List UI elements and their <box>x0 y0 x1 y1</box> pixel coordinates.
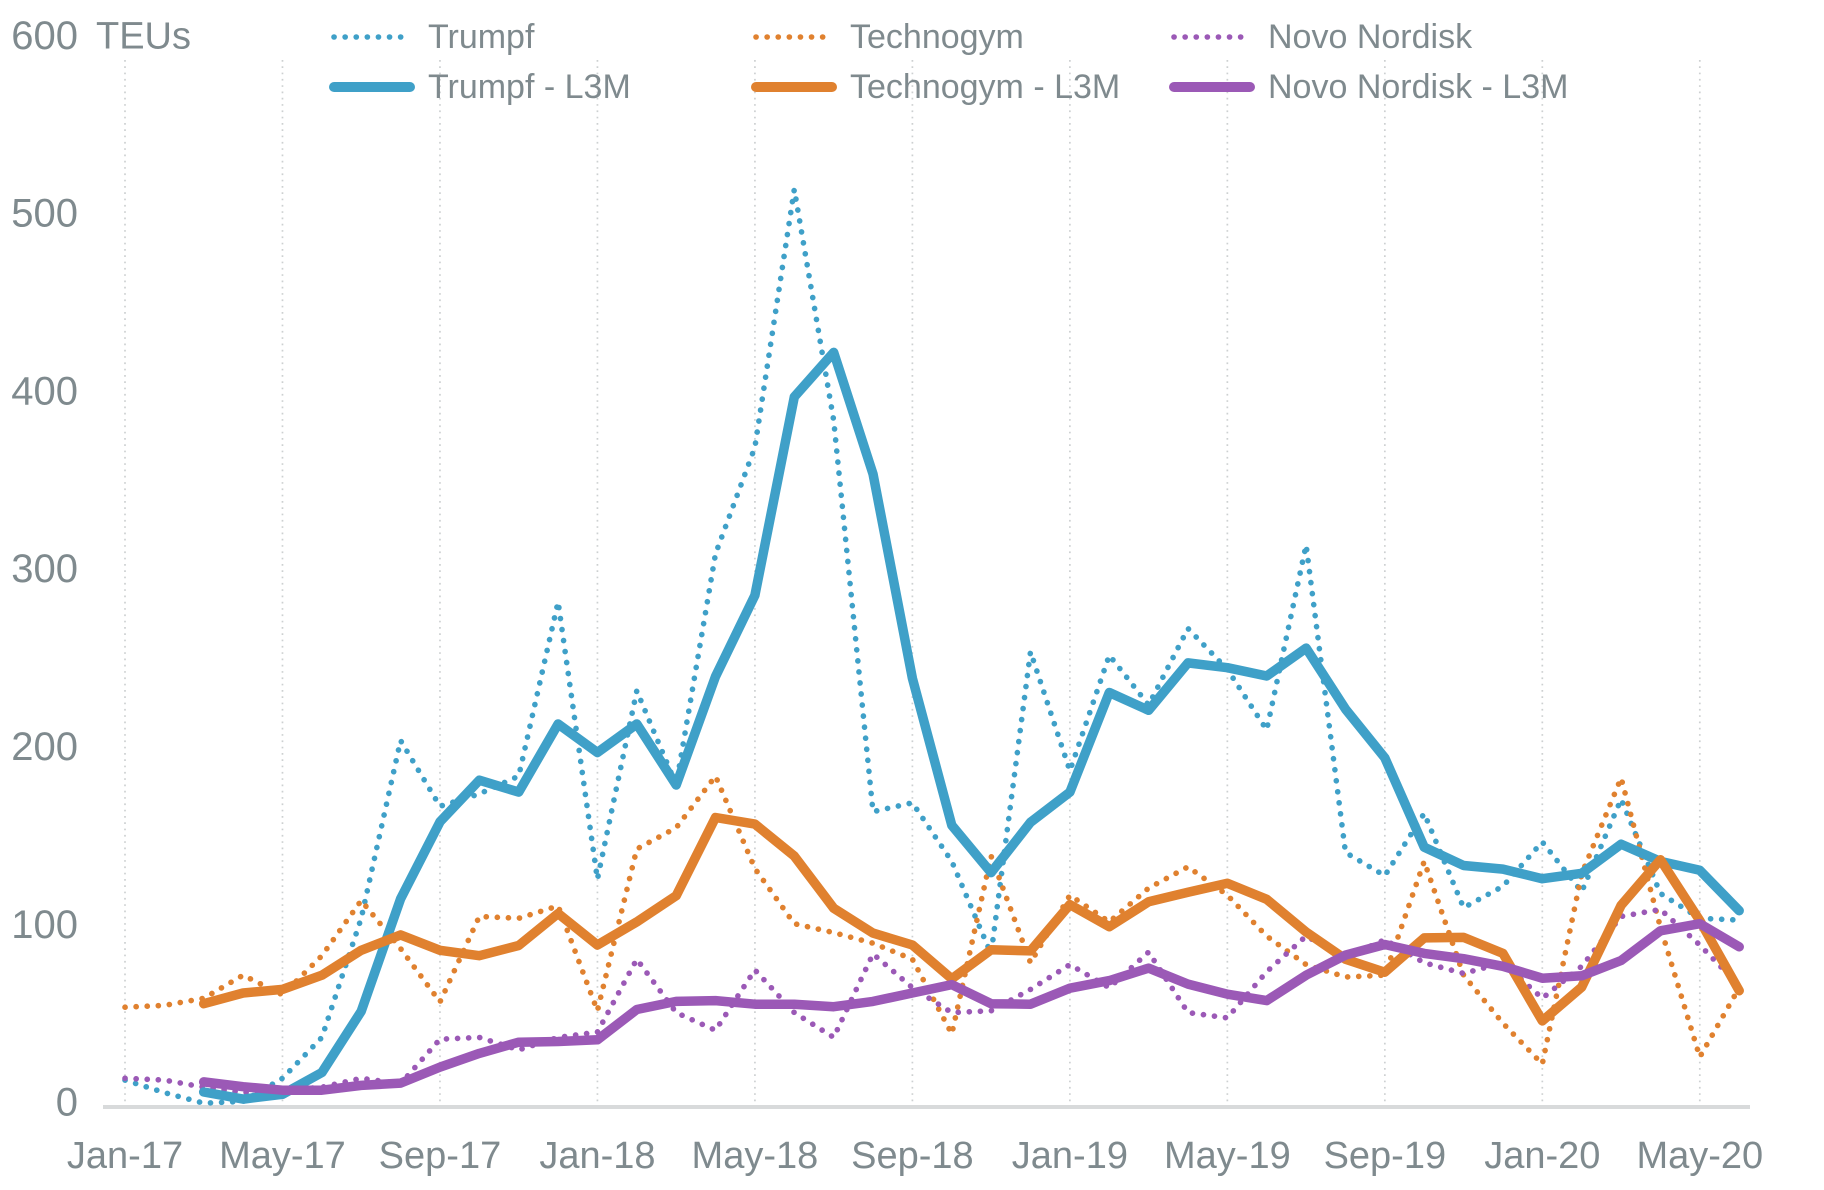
series-line-technogym <box>122 773 1742 1067</box>
x-tick-label-Sep-17: Sep-17 <box>379 1135 502 1177</box>
legend-swatch-technogym-dotted-icon <box>753 34 835 40</box>
series-line-novo-nordisk <box>122 906 1742 1096</box>
legend-label: Trumpf - L3M <box>428 67 631 106</box>
x-tick-label-Jan-19: Jan-19 <box>1012 1135 1128 1177</box>
legend-item-novo-nordisk: Novo Nordisk <box>1168 14 1472 60</box>
x-tick-label-Sep-19: Sep-19 <box>1324 1135 1447 1177</box>
x-tick-label-Sep-18: Sep-18 <box>851 1135 974 1177</box>
y-tick-label-0: 0 <box>56 1081 78 1125</box>
x-tick-label-May-20: May-20 <box>1636 1135 1763 1177</box>
x-tick-label-Jan-17: Jan-17 <box>67 1135 183 1177</box>
series-line-trumpf <box>122 186 1742 1106</box>
legend-label: Technogym - L3M <box>850 67 1121 106</box>
y-tick-label-400: 400 <box>11 369 78 413</box>
y-tick-label-300: 300 <box>11 547 78 591</box>
x-tick-label-May-19: May-19 <box>1164 1135 1291 1177</box>
legend-label: Technogym <box>850 17 1024 56</box>
y-tick-label-200: 200 <box>11 725 78 769</box>
legend-item-novo-nordisk-l3m: Novo Nordisk - L3M <box>1168 64 1568 110</box>
x-tick-label-May-18: May-18 <box>692 1135 819 1177</box>
legend-label: Novo Nordisk <box>1268 17 1473 56</box>
legend-item-technogym: Technogym <box>750 14 1024 60</box>
legend-label: Novo Nordisk - L3M <box>1268 67 1569 106</box>
legend-item-trumpf-l3m: Trumpf - L3M <box>328 64 631 110</box>
x-tick-label-Jan-20: Jan-20 <box>1484 1135 1600 1177</box>
legend-swatch-trumpf-dotted-icon <box>331 34 413 40</box>
legend-label: Trumpf <box>428 17 535 56</box>
y-tick-label-500: 500 <box>11 192 78 236</box>
series-line-technogym-l3m <box>198 812 1744 1026</box>
legend-swatch-technogym-solid-icon <box>751 82 837 92</box>
x-tick-label-May-17: May-17 <box>219 1135 346 1177</box>
legend-swatch-trumpf-solid-icon <box>329 82 415 92</box>
x-tick-label-Jan-18: Jan-18 <box>539 1135 655 1177</box>
y-tick-label-600: 600 <box>11 14 78 58</box>
series-line-trumpf-l3m <box>198 347 1744 1104</box>
legend-swatch-novo-dotted-icon <box>1171 34 1253 40</box>
y-tick-label-100: 100 <box>11 903 78 947</box>
legend-item-technogym-l3m: Technogym - L3M <box>750 64 1120 110</box>
series-line-novo-nordisk-l3m <box>198 918 1744 1095</box>
y-axis-unit-label: TEUs <box>96 15 191 57</box>
legend-item-trumpf: Trumpf <box>328 14 534 60</box>
legend-swatch-novo-solid-icon <box>1169 82 1255 92</box>
